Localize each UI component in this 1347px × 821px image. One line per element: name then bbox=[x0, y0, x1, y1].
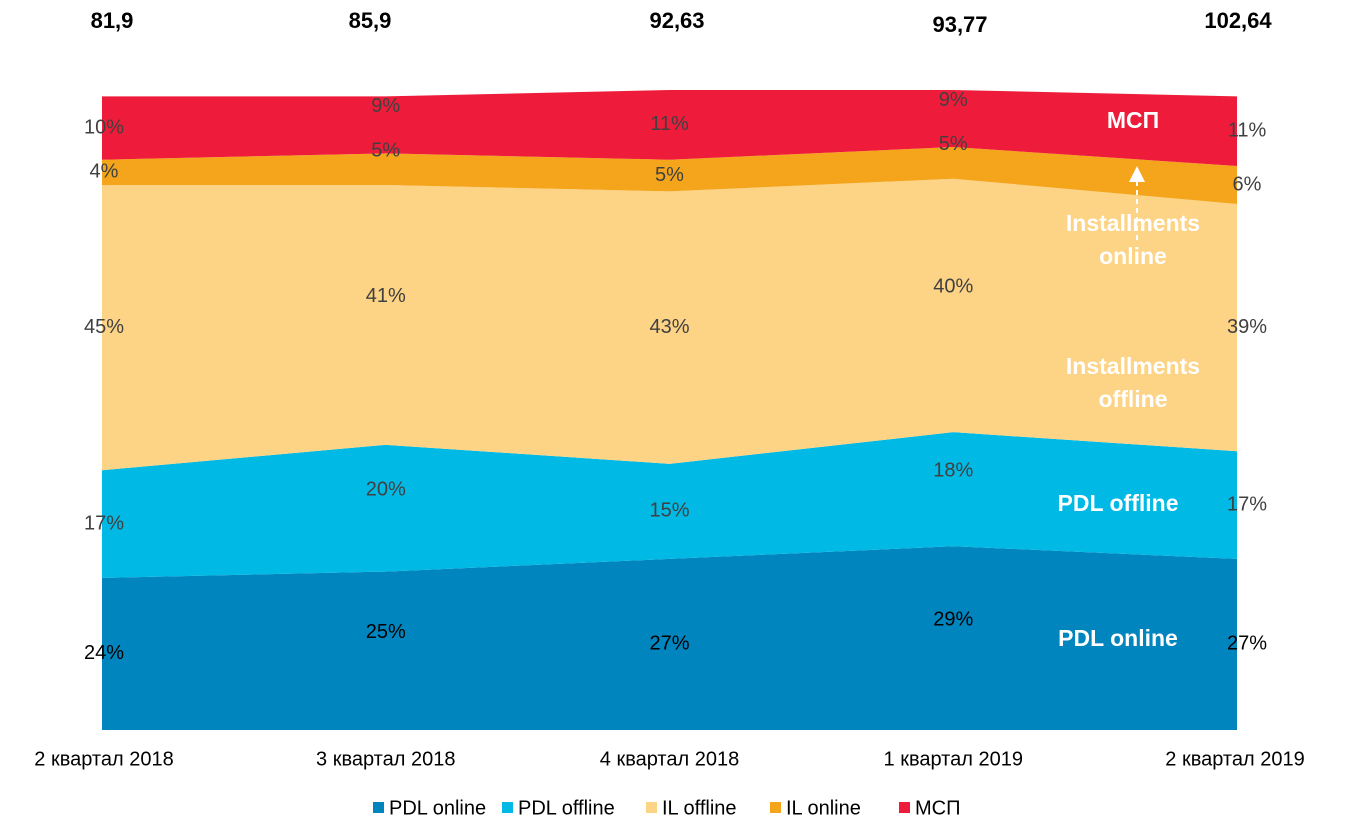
area bbox=[102, 147, 1237, 205]
legend-swatch bbox=[770, 802, 781, 813]
legend-label: МСП bbox=[915, 797, 960, 819]
area bbox=[102, 178, 1237, 471]
legend-swatch bbox=[502, 802, 513, 813]
value-label: 9% bbox=[371, 95, 400, 117]
value-label: 25% bbox=[366, 621, 406, 643]
labels: 24% 25% 27% 29% 27% 17% 20% 15% 18% 17% 45% 41% 43% 4… bbox=[84, 89, 1267, 664]
value-label: 43% bbox=[649, 316, 689, 338]
annotation: Installments bbox=[1066, 210, 1200, 236]
value-label: 11% bbox=[650, 113, 689, 135]
area bbox=[102, 546, 1237, 730]
legend-label: PDL offline bbox=[518, 797, 615, 819]
legend-swatch bbox=[646, 802, 657, 813]
annotation: МСП bbox=[1107, 107, 1159, 133]
total-label: 93,77 bbox=[932, 12, 987, 37]
x-tick-label: 3 квартал 2018 bbox=[316, 748, 455, 770]
value-label: 5% bbox=[655, 164, 684, 186]
annotation: PDL offline bbox=[1058, 490, 1179, 516]
x-tick-label: 1 квартал 2019 bbox=[884, 748, 1023, 770]
value-label: 20% bbox=[366, 478, 406, 500]
value-label: 29% bbox=[933, 608, 973, 630]
annotation: PDL online bbox=[1058, 625, 1178, 651]
value-label: 17% bbox=[84, 512, 124, 534]
value-label: 27% bbox=[649, 633, 689, 655]
legend-swatch bbox=[373, 802, 384, 813]
value-label: 41% bbox=[366, 285, 406, 307]
legend-label: IL online bbox=[786, 797, 861, 819]
value-label: 18% bbox=[933, 459, 973, 481]
legend-label: IL offline bbox=[662, 797, 737, 819]
value-label: 27% bbox=[1227, 633, 1267, 655]
value-label: 5% bbox=[939, 133, 968, 155]
value-label: 15% bbox=[649, 500, 689, 522]
x-tick-label: 4 квартал 2018 bbox=[600, 748, 739, 770]
legend-label: PDL online bbox=[389, 797, 486, 819]
area bbox=[102, 432, 1237, 578]
x-tick-label: 2 квартал 2018 bbox=[34, 748, 173, 770]
total-label: 92,63 bbox=[649, 8, 704, 33]
value-label: 4% bbox=[90, 161, 119, 183]
value-label: 9% bbox=[939, 89, 968, 111]
value-label: 17% bbox=[1227, 493, 1267, 515]
value-label: 24% bbox=[84, 642, 124, 664]
total-label: 102,64 bbox=[1204, 8, 1272, 33]
value-label: 6% bbox=[1233, 173, 1262, 195]
value-label: 10% bbox=[84, 116, 124, 138]
total-label: 81,9 bbox=[91, 8, 134, 33]
value-label: 39% bbox=[1227, 316, 1267, 338]
area bbox=[102, 90, 1237, 167]
value-label: 11% bbox=[1228, 119, 1267, 141]
areas bbox=[102, 90, 1237, 730]
value-label: 5% bbox=[371, 139, 400, 161]
total-label: 85,9 bbox=[349, 8, 392, 33]
x-tick-label: 2 квартал 2019 bbox=[1165, 748, 1304, 770]
legend-swatch bbox=[899, 802, 910, 813]
annotation: offline bbox=[1099, 386, 1168, 412]
value-label: 40% bbox=[933, 276, 973, 298]
annotation: online bbox=[1099, 243, 1167, 269]
value-label: 45% bbox=[84, 316, 124, 338]
annotation: Installments bbox=[1066, 353, 1200, 379]
